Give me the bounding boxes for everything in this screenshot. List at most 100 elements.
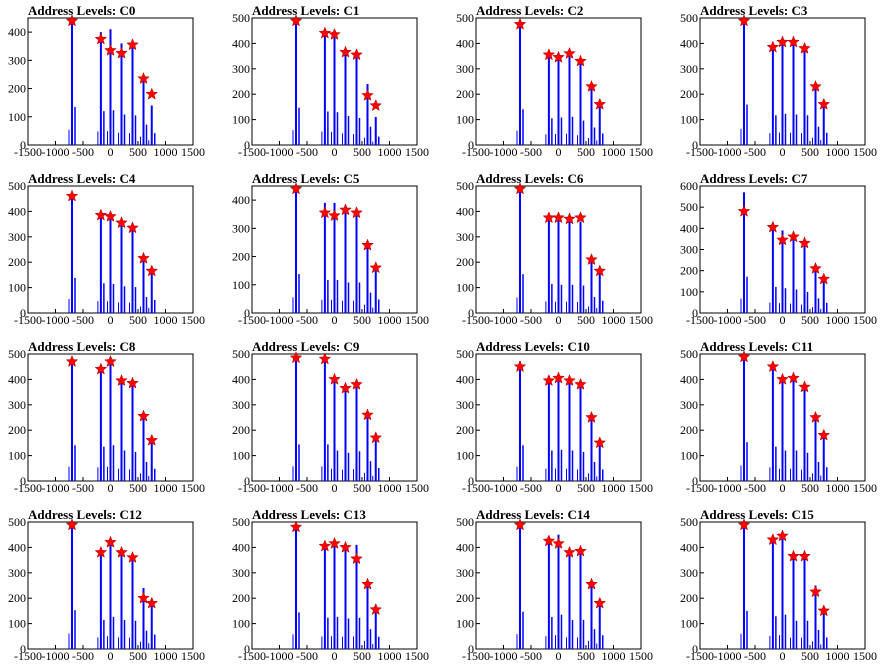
chart-title: Address Levels: C8 <box>28 339 136 354</box>
peak-marker <box>318 26 332 39</box>
peak-marker <box>593 97 607 110</box>
x-tick-label: 500 <box>577 649 595 663</box>
peak-marker <box>339 540 352 553</box>
x-tick-label: -1500 <box>686 649 714 663</box>
y-tick-label: 200 <box>456 255 474 269</box>
y-tick-label: 400 <box>232 193 250 207</box>
peak-marker <box>766 40 780 53</box>
y-tick-label: 400 <box>680 372 698 386</box>
y-tick-label: 300 <box>456 566 474 580</box>
peak-marker <box>766 220 780 233</box>
y-tick-label: 500 <box>8 347 26 361</box>
y-tick-label: 300 <box>8 230 26 244</box>
peak-marker <box>145 264 159 277</box>
x-tick-label: -1500 <box>686 145 714 159</box>
x-tick-label: 1000 <box>154 649 178 663</box>
x-tick-label: -500 <box>744 145 766 159</box>
y-tick-label: 200 <box>232 87 250 101</box>
peak-marker <box>552 536 565 549</box>
x-tick-label: 500 <box>801 145 819 159</box>
peak-marker <box>563 374 576 387</box>
y-tick-label: 400 <box>680 36 698 50</box>
peak-marker <box>145 433 159 446</box>
x-tick-label: -500 <box>72 481 94 495</box>
peak-marker <box>798 380 811 393</box>
peak-marker <box>115 374 128 387</box>
peak-marker <box>289 182 303 195</box>
x-tick-label: -500 <box>296 145 318 159</box>
chart-svg: Address Levels: C0 0 100 200 300 400 -1500 -100… <box>8 3 205 159</box>
x-tick-label: 0 <box>108 313 114 327</box>
x-tick-label: 1000 <box>378 649 402 663</box>
x-tick-label: 500 <box>129 145 147 159</box>
x-tick-label: 1500 <box>853 313 877 327</box>
y-tick-label: 300 <box>456 230 474 244</box>
peak-marker <box>145 87 159 100</box>
x-tick-label: 1000 <box>378 145 402 159</box>
x-tick-label: 1500 <box>853 481 877 495</box>
y-tick-label: 100 <box>232 449 250 463</box>
y-tick-label: 100 <box>456 617 474 631</box>
x-tick-label: -500 <box>744 649 766 663</box>
peak-marker <box>65 518 79 531</box>
chart-svg: Address Levels: C60100200300400500-1500-… <box>456 171 653 327</box>
y-tick-label: 0 <box>244 138 250 152</box>
y-tick-label: 500 <box>232 515 250 529</box>
y-tick-label: 100 <box>456 449 474 463</box>
x-tick-label: 1000 <box>154 313 178 327</box>
chart-svg: Address Levels: C12 0 100 200 300 400 500 -1500… <box>8 507 205 663</box>
peak-marker <box>737 350 751 363</box>
chart-svg: Address Levels: C5 0 100 200 300 400 -1500 -100… <box>232 171 429 327</box>
x-tick-label: 500 <box>353 481 371 495</box>
y-tick-label: 200 <box>8 423 26 437</box>
chart-svg: Address Levels: C7 0 100 200 300 400 500 600 -15… <box>680 171 877 327</box>
y-tick-label: 400 <box>456 540 474 554</box>
chart-title: Address Levels: C2 <box>476 3 583 18</box>
x-tick-label: 500 <box>801 313 819 327</box>
y-tick-label: 0 <box>692 642 698 656</box>
y-tick-label: 0 <box>692 474 698 488</box>
peak-marker <box>328 536 341 549</box>
x-tick-label: -500 <box>744 313 766 327</box>
y-tick-label: 400 <box>232 36 250 50</box>
chart-panel: Address Levels: C5 0 100 200 300 400 -1500 -100… <box>224 168 448 336</box>
x-tick-label: -1500 <box>14 145 42 159</box>
x-tick-label: -1000 <box>714 313 742 327</box>
y-tick-label: 400 <box>680 221 698 235</box>
x-tick-label: 0 <box>332 145 338 159</box>
x-tick-label: -1500 <box>238 145 266 159</box>
y-tick-label: 300 <box>8 398 26 412</box>
y-tick-label: 500 <box>232 11 250 25</box>
peak-marker <box>115 46 128 59</box>
x-tick-label: 1500 <box>629 145 653 159</box>
peak-marker <box>563 46 576 59</box>
y-tick-label: 0 <box>20 138 26 152</box>
y-tick-label: 0 <box>692 306 698 320</box>
peak-marker <box>552 50 565 63</box>
peak-marker <box>809 79 822 92</box>
x-tick-label: 500 <box>353 649 371 663</box>
y-tick-label: 0 <box>244 474 250 488</box>
x-tick-label: -1000 <box>490 313 518 327</box>
x-tick-label: -500 <box>520 145 542 159</box>
y-tick-label: 300 <box>8 566 26 580</box>
y-tick-label: 100 <box>232 278 250 292</box>
y-tick-label: 500 <box>456 515 474 529</box>
y-tick-label: 0 <box>468 138 474 152</box>
x-tick-label: 1000 <box>378 481 402 495</box>
peak-marker <box>126 221 139 234</box>
x-tick-label: -1000 <box>714 481 742 495</box>
x-tick-label: -1500 <box>686 481 714 495</box>
peak-marker <box>361 88 374 101</box>
peak-marker <box>787 230 800 243</box>
x-tick-label: -1500 <box>238 649 266 663</box>
y-tick-label: 300 <box>680 398 698 412</box>
peak-marker <box>542 534 556 547</box>
chart-panel: Address Levels: C8 0 100 200 300 400 500 -1500-… <box>0 336 224 504</box>
x-tick-label: 0 <box>556 145 562 159</box>
x-tick-label: -1500 <box>14 481 42 495</box>
y-tick-label: 100 <box>8 449 26 463</box>
y-tick-label: 200 <box>456 87 474 101</box>
peak-marker <box>817 604 831 617</box>
peak-marker <box>737 518 751 531</box>
